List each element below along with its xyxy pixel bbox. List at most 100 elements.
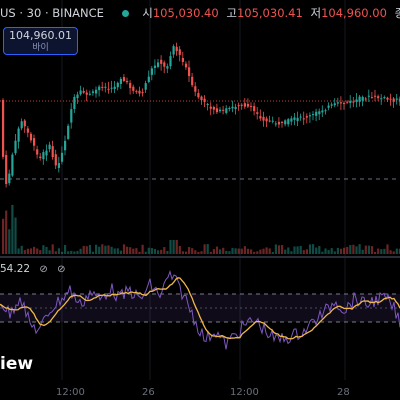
candle: [352, 101, 355, 103]
volume-bar: [330, 248, 333, 254]
volume-bar: [228, 251, 231, 254]
candle: [54, 154, 57, 166]
candle: [132, 86, 135, 91]
volume-bar: [209, 251, 212, 254]
candle: [327, 105, 330, 108]
candle: [129, 82, 132, 89]
candle: [36, 149, 39, 155]
volume-bar: [197, 251, 200, 254]
candle: [163, 62, 166, 67]
candle: [70, 109, 73, 123]
candle: [172, 46, 175, 55]
candle: [305, 116, 308, 118]
volume-bar: [281, 245, 284, 254]
volume-bar: [339, 248, 343, 254]
candle: [200, 96, 203, 101]
volume-bar: [315, 247, 318, 254]
volume-bar: [141, 244, 144, 254]
volume-bar: [132, 248, 135, 254]
volume-bar: [287, 247, 290, 254]
candle: [324, 110, 327, 112]
candle: [184, 63, 188, 68]
candle: [98, 86, 101, 91]
volume-bar: [33, 246, 36, 254]
candle: [256, 112, 259, 114]
low-label: 저: [310, 6, 322, 20]
candle: [206, 103, 209, 105]
volume-bar: [95, 244, 98, 254]
candle: [361, 96, 364, 101]
volume-bar: [163, 247, 166, 254]
time-tick: 26: [142, 387, 155, 398]
candle: [150, 68, 153, 75]
candle: [259, 116, 262, 119]
candle: [135, 91, 138, 93]
volume-bar: [284, 249, 287, 254]
rsi-legend: 54.22 ⊘ ⊘: [0, 263, 66, 275]
volume-bar: [395, 248, 398, 254]
candle: [113, 86, 116, 89]
volume-bar: [312, 244, 315, 254]
volume-bar: [290, 251, 293, 254]
candle: [349, 100, 352, 104]
candle: [166, 66, 169, 69]
candle: [60, 152, 64, 162]
candle: [374, 95, 377, 97]
volume-bar: [51, 244, 54, 254]
ohlc-legend: US · 30 · BINANCE 시105,030.40 고105,030.4…: [0, 5, 400, 21]
candle: [237, 105, 240, 107]
candle: [2, 99, 5, 157]
volume-bar: [178, 245, 181, 254]
volume-bar: [259, 249, 262, 254]
candle: [346, 101, 349, 103]
volume-bar: [184, 251, 188, 254]
candle: [287, 119, 290, 125]
candle: [219, 109, 222, 112]
candle: [203, 98, 206, 103]
volume-bar: [219, 249, 222, 254]
rsi-line: [0, 269, 400, 350]
volume-bar: [383, 248, 386, 254]
candle: [160, 59, 163, 64]
volume-bar: [107, 245, 110, 254]
buy-price-badge[interactable]: 104,960.01 바이: [3, 27, 78, 55]
candle: [20, 121, 23, 129]
candle: [91, 91, 95, 93]
volume-bar: [250, 249, 253, 254]
candle: [107, 88, 110, 90]
volume-bar: [398, 248, 400, 254]
volume-bar: [346, 246, 349, 254]
candle: [392, 98, 395, 102]
low-value: 104,960.00: [321, 6, 387, 20]
volume-bar: [253, 251, 256, 254]
tradingview-watermark: iew: [0, 354, 34, 374]
hide-icon[interactable]: ⊘: [57, 264, 66, 275]
volume-bar: [240, 248, 243, 254]
volume-bar: [194, 250, 197, 254]
volume-bar: [110, 246, 113, 254]
candle: [321, 110, 324, 113]
hide-icon[interactable]: ⊘: [39, 264, 48, 275]
candle: [296, 117, 299, 122]
candle: [253, 106, 256, 112]
candle: [370, 97, 374, 99]
volume-bar: [39, 250, 42, 254]
volume-bar: [349, 245, 352, 254]
candle: [302, 118, 305, 120]
candle: [380, 98, 383, 100]
volume-bar: [389, 250, 392, 254]
candle: [141, 92, 144, 94]
candle: [299, 116, 302, 118]
symbol-title[interactable]: US · 30 · BINANCE: [0, 6, 104, 20]
candle: [231, 106, 234, 109]
candle: [194, 86, 197, 92]
volume-bar: [2, 218, 5, 254]
volume-bar: [327, 250, 330, 254]
volume-bar: [116, 248, 119, 254]
candle: [122, 77, 126, 82]
volume-bar: [380, 249, 383, 254]
candle: [76, 94, 79, 99]
candle: [14, 140, 17, 154]
candle: [85, 92, 88, 95]
